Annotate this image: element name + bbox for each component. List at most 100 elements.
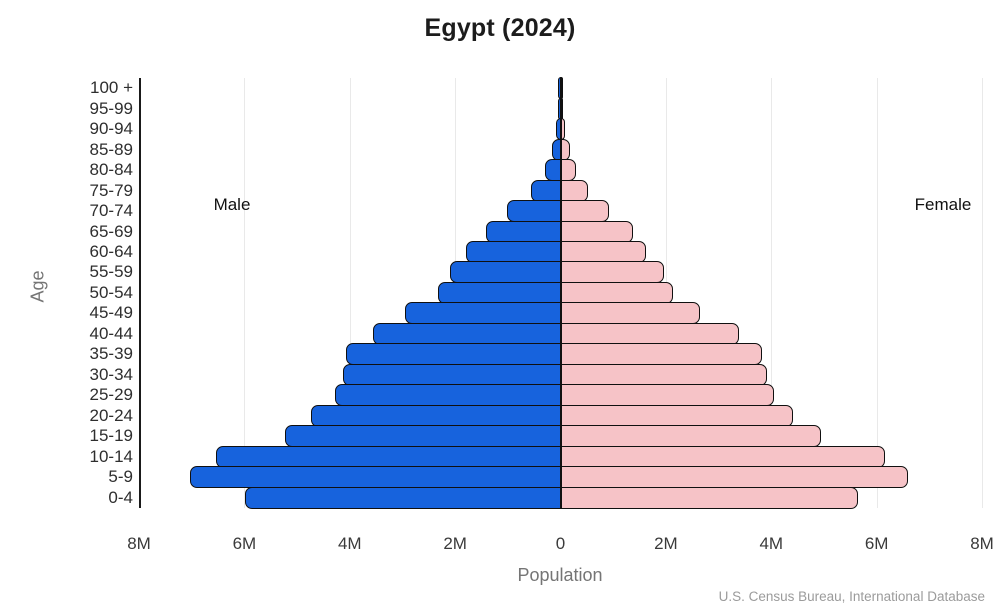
male-bar-0-4 — [245, 486, 561, 509]
population-tick-label: 2M — [654, 534, 678, 553]
age-row-55-59 — [140, 261, 983, 284]
age-row-80-84 — [140, 159, 983, 182]
female-bar-0-4 — [560, 486, 859, 509]
population-tick-label: 4M — [337, 534, 362, 553]
population-tick-label: 6M — [864, 534, 889, 553]
gridline-4M — [349, 78, 351, 508]
age-row-35-39 — [140, 343, 983, 366]
age-tick-label: 0-4 — [108, 487, 133, 507]
population-tick-label: 0 — [555, 534, 566, 553]
male-bar-50-54 — [437, 281, 561, 304]
female-bar-95-99 — [560, 97, 564, 120]
female-bar-100+ — [560, 77, 563, 100]
age-tick-label: 25-29 — [89, 385, 133, 405]
age-row-5-9 — [140, 466, 983, 489]
female-bar-5-9 — [560, 466, 908, 489]
age-row-60-64 — [140, 241, 983, 263]
female-bar-15-19 — [560, 425, 822, 448]
y-axis-title: Age — [27, 270, 48, 303]
male-side-label: Male — [213, 195, 251, 214]
male-bar-30-34 — [343, 363, 561, 386]
age-tick-label: 35-39 — [89, 344, 133, 364]
age-tick-label: 30-34 — [89, 364, 133, 384]
age-row-95-99 — [140, 97, 983, 120]
age-row-45-49 — [140, 302, 983, 325]
male-bar-25-29 — [335, 384, 561, 407]
female-bar-45-49 — [560, 302, 700, 325]
age-row-65-69 — [140, 220, 983, 243]
population-tick-label: 6M — [232, 534, 257, 553]
age-tick-label: 20-24 — [89, 405, 133, 425]
male-bar-75-79 — [530, 179, 561, 202]
male-bar-85-89 — [551, 138, 561, 161]
age-tick-label: 5-9 — [108, 467, 133, 487]
age-row-90-94 — [140, 118, 983, 141]
female-bar-60-64 — [560, 241, 647, 263]
y-axis-line — [139, 78, 141, 508]
population-tick-label: 8M — [970, 534, 994, 553]
gridline-6M — [244, 78, 246, 508]
age-tick-label: 100 + — [89, 78, 133, 98]
population-tick-label: 4M — [759, 534, 784, 553]
male-bar-90-94 — [556, 118, 561, 141]
gridline-6M — [876, 78, 878, 508]
male-bar-60-64 — [465, 241, 561, 263]
age-tick-label: 55-59 — [89, 262, 133, 282]
male-bar-80-84 — [545, 159, 561, 182]
age-row-30-34 — [140, 363, 983, 386]
male-bar-55-59 — [449, 261, 561, 284]
male-bar-10-14 — [216, 445, 561, 468]
age-tick-label: 10-14 — [89, 446, 133, 466]
population-tick-label: 2M — [443, 534, 467, 553]
male-bar-40-44 — [373, 322, 561, 345]
age-row-40-44 — [140, 322, 983, 345]
age-tick-label: 15-19 — [89, 426, 133, 446]
plot-area: Male Female — [139, 77, 983, 509]
age-tick-label: 90-94 — [89, 119, 133, 139]
female-bar-10-14 — [560, 445, 885, 468]
male-bar-20-24 — [310, 404, 561, 427]
age-tick-label: 50-54 — [89, 282, 133, 302]
population-tick-label: 8M — [127, 534, 151, 553]
female-bar-55-59 — [560, 261, 665, 284]
female-bar-65-69 — [560, 220, 634, 243]
age-tick-label: 95-99 — [89, 98, 133, 118]
age-row-0-4 — [140, 486, 983, 509]
age-tick-labels: 100 +95-99 90-94 85-89 80-84 75-79 70-74 65-69… — [0, 78, 133, 508]
chart-title: Egypt (2024) — [424, 14, 576, 42]
male-bar-35-39 — [346, 343, 561, 366]
female-bar-50-54 — [560, 281, 674, 304]
female-bar-40-44 — [560, 322, 739, 345]
female-bar-80-84 — [560, 159, 576, 182]
age-row-20-24 — [140, 404, 983, 427]
population-tick-labels: 8M 6M 4M 2M 0 2M 4M 6M 8M — [0, 534, 1000, 556]
male-bar-70-74 — [507, 200, 561, 223]
age-row-85-89 — [140, 138, 983, 161]
female-bar-70-74 — [560, 200, 610, 223]
age-tick-label: 70-74 — [89, 201, 133, 221]
female-bar-20-24 — [560, 404, 793, 427]
gridline-4M — [771, 78, 773, 508]
age-row-25-29 — [140, 384, 983, 407]
gridline-8M — [982, 78, 983, 508]
age-tick-label: 65-69 — [89, 221, 133, 241]
female-bar-90-94 — [560, 118, 566, 141]
age-tick-label: 85-89 — [89, 139, 133, 159]
male-bar-15-19 — [285, 425, 561, 448]
age-tick-label: 80-84 — [89, 160, 133, 180]
age-tick-label: 40-44 — [89, 323, 133, 343]
female-bar-30-34 — [560, 363, 767, 386]
female-bar-75-79 — [560, 179, 589, 202]
male-bar-5-9 — [190, 466, 561, 489]
pyramid-bars — [140, 77, 983, 509]
male-bar-65-69 — [485, 220, 561, 243]
age-tick-label: 45-49 — [89, 303, 133, 323]
x-axis-title: Population — [517, 565, 603, 585]
age-row-100+ — [140, 77, 983, 100]
female-bar-35-39 — [560, 343, 763, 366]
age-tick-label: 60-64 — [89, 241, 133, 261]
female-bar-25-29 — [560, 384, 775, 407]
male-bar-45-49 — [404, 302, 561, 325]
age-row-15-19 — [140, 425, 983, 448]
